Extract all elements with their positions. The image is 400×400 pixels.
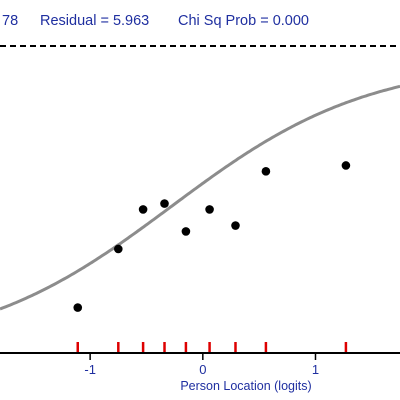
fit-statistics-header: 78 Residual = 5.963 Chi Sq Prob = 0.000 — [0, 9, 400, 33]
observed-means — [73, 161, 351, 312]
x-axis-title: Person Location (logits) — [180, 379, 311, 393]
x-axis-ticks: -1 0 1 — [84, 353, 319, 377]
observed-point-1 — [73, 303, 83, 312]
chi-square-value-fragment: 78 — [2, 13, 19, 29]
observed-point-2 — [114, 244, 123, 254]
observed-point-9 — [341, 161, 351, 170]
observed-point-8 — [261, 167, 271, 176]
observed-point-5 — [181, 227, 191, 236]
class-interval-ticks — [76, 342, 348, 352]
observed-point-3 — [138, 205, 148, 214]
observed-point-4 — [160, 199, 169, 208]
residual-statistic: Residual = 5.963 — [40, 13, 150, 29]
chi-square-probability-statistic: Chi Sq Prob = 0.000 — [178, 13, 309, 29]
observed-point-6 — [205, 205, 214, 214]
expected-value-curve — [0, 84, 400, 311]
observed-point-7 — [231, 221, 240, 230]
x-tick-label: 0 — [199, 362, 206, 377]
x-tick-label: -1 — [84, 362, 96, 377]
x-tick-label: 1 — [312, 362, 319, 377]
